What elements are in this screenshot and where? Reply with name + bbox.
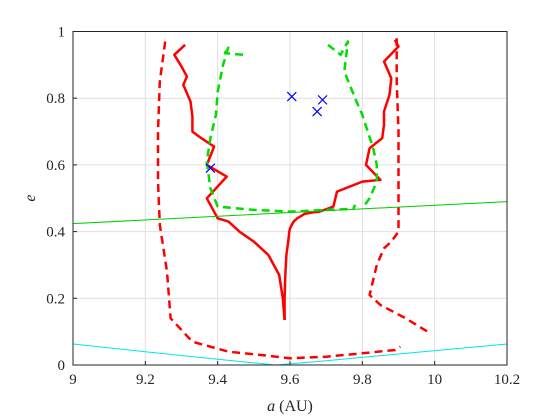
x-tick-label: 9.6 xyxy=(281,372,300,388)
x-marker xyxy=(205,163,216,174)
y-tick-label: 1 xyxy=(58,25,66,41)
series-line-5 xyxy=(368,38,429,333)
x-axis-label: a (AU) xyxy=(267,398,313,415)
markers-group xyxy=(205,91,328,174)
x-axis-label-var: a xyxy=(267,398,275,415)
series-line-3 xyxy=(319,39,400,213)
series-line-8 xyxy=(72,201,508,225)
x-tick-label: 10.2 xyxy=(494,372,520,388)
series-line-1 xyxy=(283,210,321,320)
grid xyxy=(73,31,507,365)
x-tick-label: 9.8 xyxy=(353,372,372,388)
x-marker xyxy=(317,94,328,105)
y-tick-label: 0.8 xyxy=(46,91,65,107)
y-tick-label: 0.6 xyxy=(46,158,65,174)
x-axis-label-unit: (AU) xyxy=(279,398,313,415)
x-tick-label: 10 xyxy=(427,372,442,388)
x-tick-label: 9.4 xyxy=(208,372,227,388)
x-tick-label: 9 xyxy=(69,372,77,388)
y-tick-label: 0.4 xyxy=(46,225,65,241)
series-line-6 xyxy=(205,45,357,213)
y-axis-label: e xyxy=(22,194,39,201)
x-marker xyxy=(312,106,323,117)
x-marker xyxy=(286,91,297,102)
series-line-4 xyxy=(156,41,401,360)
y-tick-label: 0.2 xyxy=(46,291,65,307)
y-tick-label: 0 xyxy=(58,358,66,374)
ticks-group: 9 9.2 9.4 9.6 9.8 10 10.2 0 0.2 0.4 0.6 0.8 1 xyxy=(46,25,520,389)
x-tick-label: 9.2 xyxy=(136,372,155,388)
series-line-7 xyxy=(327,40,379,210)
